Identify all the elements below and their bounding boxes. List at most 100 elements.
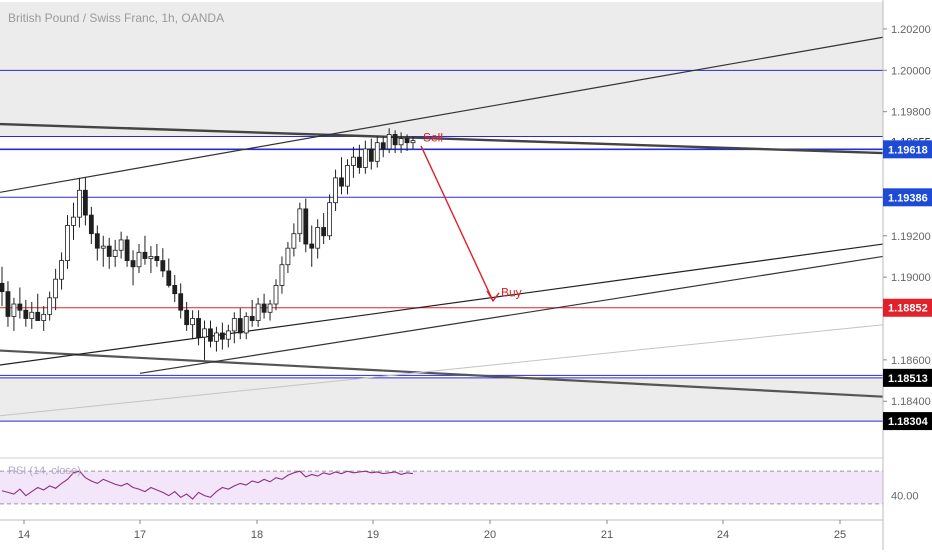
candle-3 [17, 287, 23, 319]
price-tag-level_top[interactable]: 1.19618 [883, 140, 932, 159]
candle-2 [11, 297, 17, 331]
price-tag-bg [883, 140, 932, 159]
candle-52 [309, 225, 315, 267]
y-tick-label-1: 1.20000 [891, 65, 931, 77]
trendline-3 [0, 243, 884, 366]
x-tick-label-6: 24 [717, 529, 729, 541]
candle-body-down [392, 134, 398, 146]
candle-9 [53, 268, 59, 311]
candle-body-up [279, 264, 285, 286]
candle-body-up [345, 165, 350, 187]
candle-body-up [333, 177, 338, 204]
candle-body-down [124, 239, 130, 261]
price-tag-text: 1.18852 [888, 303, 928, 315]
candle-22 [130, 250, 136, 286]
candle-body-up [118, 239, 124, 251]
candle-68 [404, 134, 410, 151]
candle-38 [225, 324, 231, 348]
candle-27 [160, 248, 166, 278]
candle-54 [321, 213, 327, 245]
x-tick-label-1: 17 [134, 529, 146, 541]
candle-31 [184, 301, 190, 331]
price-tag-level_red[interactable]: 1.18852 [883, 298, 932, 317]
candle-45 [267, 299, 273, 321]
candle-40 [237, 308, 243, 340]
y-tick-label-5: 1.18600 [891, 355, 931, 367]
y-tick-label-4: 1.19000 [891, 272, 931, 284]
candle-body-down [208, 328, 213, 342]
candle-body-up [214, 332, 219, 342]
candle-69 [410, 136, 416, 149]
time-axis[interactable]: 14 17 18 19 20 21 24 25 [0, 519, 883, 541]
candle-body-up [29, 311, 35, 319]
price-axis[interactable]: 1.20200 1.20000 1.19800 1.19200 1.19000 1.186… [882, 0, 932, 550]
candle-14 [82, 177, 88, 226]
candle-body-down [154, 256, 160, 261]
price-tag-level_mid[interactable]: 1.19386 [883, 188, 932, 207]
candle-body-up [255, 303, 261, 321]
candle-body-down [237, 318, 243, 334]
y-tick-label-6: 1.18400 [891, 396, 931, 408]
x-tick-label-0: 14 [18, 529, 30, 541]
candle-body-up [410, 140, 416, 144]
candle-33 [196, 310, 201, 346]
candle-body-up [148, 256, 154, 259]
candle-body-up [351, 156, 356, 166]
candle-26 [154, 244, 160, 267]
candle-body-down [309, 243, 315, 249]
candle-47 [279, 256, 285, 294]
price-tag-level_bottom[interactable]: 1.18304 [883, 412, 932, 431]
rsi-tick-label: 40.00 [891, 491, 919, 503]
candle-body-up [398, 138, 404, 146]
rsi-line [1, 470, 414, 500]
candle-body-up [267, 303, 273, 313]
trendline-1 [0, 36, 884, 193]
candle-58 [345, 159, 350, 195]
candle-21 [124, 235, 130, 267]
price-tag-bg [883, 368, 932, 387]
candle-body-up [100, 245, 106, 249]
candle-body-up [374, 142, 380, 162]
candle-body-down [184, 309, 190, 326]
candle-37 [219, 322, 225, 350]
candle-11 [65, 215, 70, 269]
candle-17 [100, 235, 106, 267]
candle-42 [249, 299, 255, 327]
candle-63 [374, 136, 380, 168]
rsi-label: RSI (14, close) [8, 465, 81, 477]
candle-body-down [404, 138, 410, 144]
price-tag-text: 1.18304 [888, 416, 929, 428]
candle-body-down [178, 293, 184, 311]
buy-label: Buy [501, 286, 522, 300]
candle-34 [202, 320, 207, 360]
arrow-head [486, 290, 500, 303]
trendline-0 [0, 122, 884, 155]
trendlines-layer [0, 36, 884, 417]
candle-23 [136, 244, 142, 273]
candle-30 [178, 283, 184, 319]
candle-15 [88, 206, 94, 245]
candle-body-up [291, 233, 297, 249]
candle-body-down [82, 189, 88, 216]
candle-body-down [303, 208, 309, 245]
candle-18 [106, 237, 112, 269]
candle-51 [303, 198, 309, 253]
candle-body-down [17, 303, 23, 311]
candle-57 [339, 157, 344, 195]
candle-body-down [160, 260, 166, 272]
trendline-2 [0, 349, 884, 398]
candle-body-up [65, 225, 70, 261]
candle-19 [112, 239, 118, 267]
candle-6 [35, 293, 41, 321]
candle-body-up [297, 208, 303, 235]
rsi-band [0, 471, 883, 504]
candle-body-up [285, 247, 291, 266]
candle-body-down [106, 245, 112, 257]
price-tag-level_low[interactable]: 1.18513 [883, 368, 932, 387]
candle-49 [291, 223, 297, 257]
candle-body-up [225, 330, 231, 340]
candle-59 [351, 146, 356, 178]
candle-body-up [11, 303, 17, 317]
